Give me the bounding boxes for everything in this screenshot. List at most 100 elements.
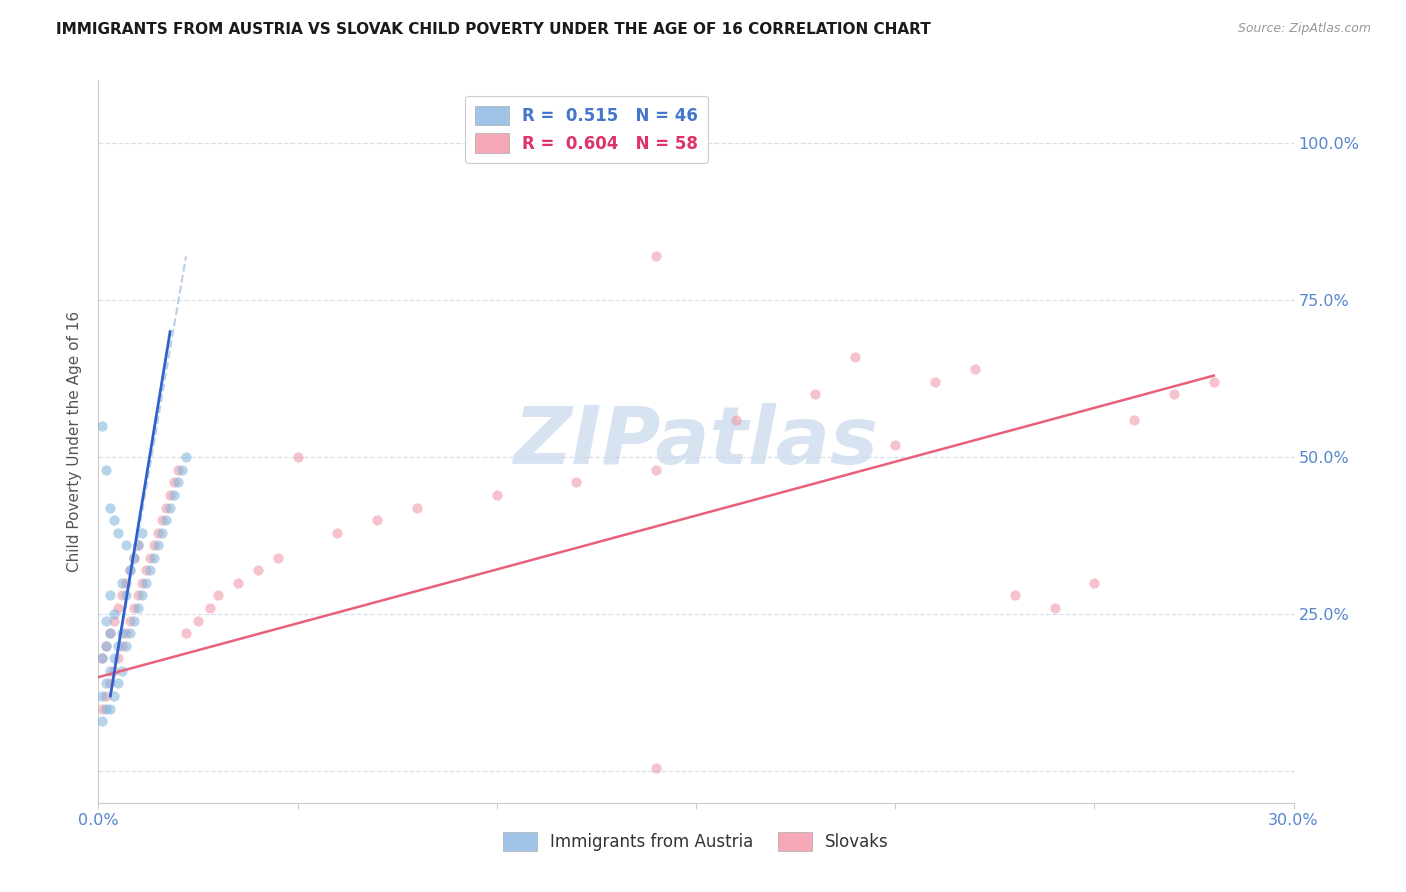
Point (96, 689, 118, 703)
Point (115, 589, 138, 603)
Point (131, 575, 153, 590)
Text: IMMIGRANTS FROM AUSTRIA VS SLOVAK CHILD POVERTY UNDER THE AGE OF 16 CORRELATION : IMMIGRANTS FROM AUSTRIA VS SLOVAK CHILD … (56, 22, 931, 37)
Point (155, 500, 177, 515)
Point (565, 475, 588, 490)
Point (135, 563, 157, 577)
Point (1163, 387, 1185, 401)
Point (198, 601, 221, 615)
Point (111, 664, 134, 678)
Point (107, 639, 129, 653)
Point (645, 761, 668, 775)
Point (150, 513, 173, 527)
Point (884, 438, 907, 452)
Point (98, 500, 122, 515)
Point (139, 550, 162, 565)
Point (98, 626, 122, 640)
Point (127, 538, 149, 552)
Point (167, 463, 190, 477)
Point (91, 651, 114, 665)
Point (115, 639, 138, 653)
Point (174, 626, 197, 640)
Point (406, 500, 429, 515)
Point (804, 387, 827, 401)
Point (103, 651, 125, 665)
Point (366, 513, 388, 527)
Point (111, 589, 134, 603)
Point (172, 463, 194, 477)
Point (159, 500, 181, 515)
Point (724, 412, 747, 426)
Point (91, 418, 114, 433)
Point (155, 513, 177, 527)
Point (267, 550, 290, 565)
Point (1004, 589, 1026, 603)
Point (98, 701, 122, 715)
Point (924, 375, 946, 389)
Point (98, 626, 122, 640)
Point (107, 601, 129, 615)
Point (98, 676, 122, 690)
Point (103, 607, 125, 622)
Y-axis label: Child Poverty Under the Age of 16: Child Poverty Under the Age of 16 (67, 311, 83, 572)
Point (120, 563, 142, 577)
Point (115, 538, 138, 552)
Point (103, 614, 125, 628)
Point (96, 614, 118, 628)
Point (91, 651, 114, 665)
Point (107, 525, 129, 540)
Point (174, 450, 197, 465)
Point (187, 614, 209, 628)
Point (91, 701, 114, 715)
Point (963, 362, 986, 376)
Point (645, 249, 668, 263)
Point (1123, 412, 1146, 426)
Point (96, 463, 118, 477)
Text: Source: ZipAtlas.com: Source: ZipAtlas.com (1237, 22, 1371, 36)
Point (1083, 575, 1105, 590)
Point (120, 614, 142, 628)
Point (1043, 601, 1066, 615)
Point (143, 550, 166, 565)
Point (120, 626, 142, 640)
Point (120, 563, 142, 577)
Point (107, 651, 129, 665)
Point (103, 513, 125, 527)
Point (485, 488, 508, 502)
Point (139, 563, 162, 577)
Point (226, 575, 249, 590)
Point (91, 689, 114, 703)
Point (124, 550, 146, 565)
Point (207, 589, 229, 603)
Point (115, 575, 138, 590)
Text: ZIPatlas: ZIPatlas (513, 402, 879, 481)
Point (326, 525, 349, 540)
Point (103, 689, 125, 703)
Point (150, 525, 173, 540)
Point (135, 575, 157, 590)
Point (96, 701, 118, 715)
Point (163, 488, 186, 502)
Point (124, 614, 146, 628)
Point (124, 550, 146, 565)
Point (159, 488, 181, 502)
Point (131, 525, 153, 540)
Point (844, 350, 866, 364)
Point (107, 676, 129, 690)
Point (645, 463, 668, 477)
Point (127, 589, 149, 603)
Point (163, 475, 186, 490)
Point (98, 589, 122, 603)
Point (111, 639, 134, 653)
Point (131, 589, 153, 603)
Point (287, 450, 309, 465)
Point (124, 601, 146, 615)
Point (96, 639, 118, 653)
Point (115, 626, 138, 640)
Point (1202, 375, 1225, 389)
Point (98, 664, 122, 678)
Point (246, 563, 269, 577)
Point (91, 714, 114, 728)
Point (148, 525, 170, 540)
Point (96, 639, 118, 653)
Point (111, 575, 134, 590)
